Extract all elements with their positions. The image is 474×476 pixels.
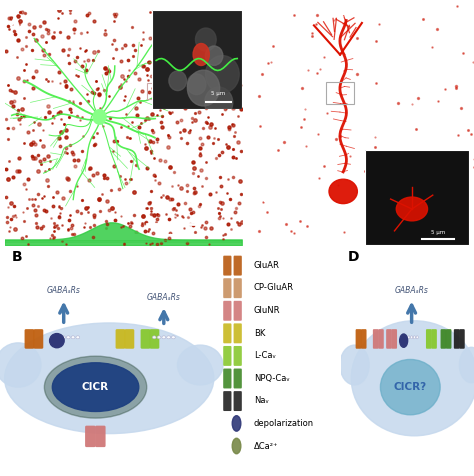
Ellipse shape xyxy=(172,336,175,339)
Bar xyxy=(326,81,354,103)
Circle shape xyxy=(205,87,233,118)
FancyBboxPatch shape xyxy=(85,426,96,447)
Circle shape xyxy=(206,56,239,93)
FancyBboxPatch shape xyxy=(125,329,134,349)
Bar xyxy=(147,83,171,99)
Text: CICR?: CICR? xyxy=(394,382,427,392)
Ellipse shape xyxy=(45,356,147,418)
Text: Naᵥ: Naᵥ xyxy=(254,397,269,406)
Text: D: D xyxy=(348,250,359,264)
Text: NPQ-Caᵥ: NPQ-Caᵥ xyxy=(254,374,290,383)
FancyBboxPatch shape xyxy=(378,329,384,349)
Text: L-Caᵥ: L-Caᵥ xyxy=(254,351,276,360)
Ellipse shape xyxy=(162,336,166,339)
FancyBboxPatch shape xyxy=(426,329,432,349)
Ellipse shape xyxy=(193,43,210,66)
FancyBboxPatch shape xyxy=(223,278,231,298)
FancyBboxPatch shape xyxy=(223,301,231,321)
Ellipse shape xyxy=(152,336,156,339)
Text: ΔCa²⁺: ΔCa²⁺ xyxy=(254,442,278,450)
Text: depolarization: depolarization xyxy=(254,419,314,428)
Ellipse shape xyxy=(66,336,70,339)
Ellipse shape xyxy=(381,359,440,415)
FancyBboxPatch shape xyxy=(361,329,366,349)
Ellipse shape xyxy=(57,336,61,339)
FancyBboxPatch shape xyxy=(234,256,242,276)
Text: 30 μm: 30 μm xyxy=(170,213,190,218)
Text: GABAₐRs: GABAₐRs xyxy=(47,286,81,295)
Text: GluAR: GluAR xyxy=(254,261,280,270)
Ellipse shape xyxy=(76,336,80,339)
Text: BK: BK xyxy=(254,328,265,337)
Circle shape xyxy=(232,438,241,454)
Text: 5 μm: 5 μm xyxy=(431,230,445,235)
Text: CICR: CICR xyxy=(82,382,109,392)
FancyBboxPatch shape xyxy=(356,329,361,349)
FancyBboxPatch shape xyxy=(223,256,231,276)
Ellipse shape xyxy=(351,321,474,436)
FancyBboxPatch shape xyxy=(116,329,125,349)
FancyBboxPatch shape xyxy=(234,323,242,343)
Circle shape xyxy=(205,46,223,65)
FancyBboxPatch shape xyxy=(95,426,106,447)
FancyBboxPatch shape xyxy=(446,329,451,349)
Ellipse shape xyxy=(340,345,369,385)
FancyBboxPatch shape xyxy=(431,329,437,349)
Text: B: B xyxy=(11,250,22,264)
Text: CP-GluAR: CP-GluAR xyxy=(254,284,294,292)
Ellipse shape xyxy=(167,336,171,339)
Ellipse shape xyxy=(0,343,41,387)
FancyBboxPatch shape xyxy=(392,329,397,349)
Circle shape xyxy=(50,334,64,348)
FancyBboxPatch shape xyxy=(25,329,34,349)
Text: 20 μm: 20 μm xyxy=(283,191,303,196)
FancyBboxPatch shape xyxy=(234,346,242,366)
Text: GABAₐRs: GABAₐRs xyxy=(395,286,428,295)
FancyBboxPatch shape xyxy=(234,368,242,388)
Ellipse shape xyxy=(177,345,223,385)
Ellipse shape xyxy=(396,197,428,221)
FancyBboxPatch shape xyxy=(34,329,43,349)
Ellipse shape xyxy=(459,347,474,383)
Ellipse shape xyxy=(413,336,416,339)
FancyBboxPatch shape xyxy=(150,329,159,349)
FancyBboxPatch shape xyxy=(223,368,231,388)
FancyBboxPatch shape xyxy=(440,329,446,349)
Circle shape xyxy=(169,71,187,90)
FancyBboxPatch shape xyxy=(234,278,242,298)
Ellipse shape xyxy=(62,336,65,339)
Circle shape xyxy=(187,70,219,106)
Text: C: C xyxy=(335,8,344,21)
Ellipse shape xyxy=(157,336,161,339)
Text: GluNR: GluNR xyxy=(254,306,280,315)
Circle shape xyxy=(187,74,206,95)
Ellipse shape xyxy=(416,336,418,339)
Ellipse shape xyxy=(93,109,106,124)
Circle shape xyxy=(232,416,241,431)
FancyBboxPatch shape xyxy=(454,329,459,349)
FancyBboxPatch shape xyxy=(234,391,242,411)
Ellipse shape xyxy=(410,336,413,339)
Ellipse shape xyxy=(52,363,139,411)
Text: GABAₐRs: GABAₐRs xyxy=(147,293,181,302)
FancyBboxPatch shape xyxy=(386,329,392,349)
FancyBboxPatch shape xyxy=(141,329,150,349)
Text: A: A xyxy=(9,16,19,29)
Circle shape xyxy=(195,28,216,51)
FancyBboxPatch shape xyxy=(459,329,465,349)
FancyBboxPatch shape xyxy=(234,301,242,321)
Ellipse shape xyxy=(71,336,75,339)
Ellipse shape xyxy=(405,336,407,339)
Circle shape xyxy=(400,334,408,347)
Ellipse shape xyxy=(408,336,410,339)
FancyBboxPatch shape xyxy=(223,323,231,343)
FancyBboxPatch shape xyxy=(223,391,231,411)
Ellipse shape xyxy=(5,323,214,434)
FancyBboxPatch shape xyxy=(223,346,231,366)
Text: 5 μm: 5 μm xyxy=(211,91,226,97)
Ellipse shape xyxy=(329,179,357,204)
FancyBboxPatch shape xyxy=(373,329,379,349)
